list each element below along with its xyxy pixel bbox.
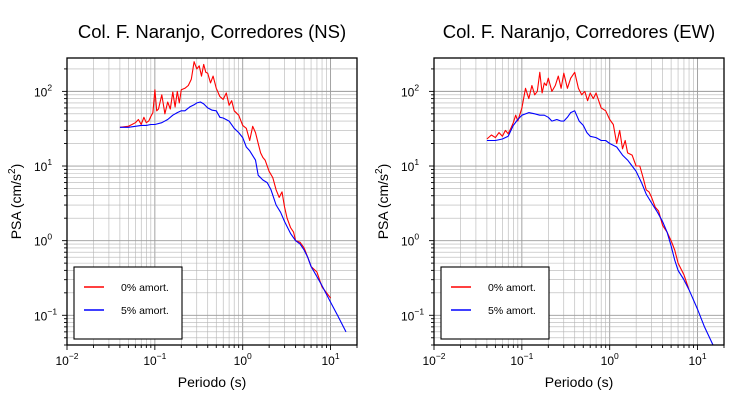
legend: 0% amort. 5% amort. xyxy=(440,266,550,340)
x-axis-label: Periodo (s) xyxy=(178,374,246,390)
grid xyxy=(66,58,358,346)
chart-ew: 10−2 10−1 100 101 10−1 100 101 102 Col. F. Naran… xyxy=(374,21,725,390)
y-tick-label: 102 xyxy=(401,82,419,99)
legend-box xyxy=(73,266,183,340)
chart-title: Col. F. Naranjo, Corredores (EW) xyxy=(443,21,715,42)
y-tick-label: 101 xyxy=(34,157,52,174)
x-axis-label: Periodo (s) xyxy=(545,374,613,390)
x-tick-label: 100 xyxy=(601,351,619,368)
legend-box xyxy=(440,266,550,340)
y-tick-label: 100 xyxy=(401,232,419,249)
legend-label: 5% amort. xyxy=(121,305,169,317)
series-line-blue xyxy=(119,101,347,333)
x-tick-label: 101 xyxy=(322,351,340,368)
series-line-red xyxy=(486,71,690,290)
y-tick-label: 100 xyxy=(34,232,52,249)
x-tick-label: 10−2 xyxy=(55,351,78,368)
y-tick-label: 10−1 xyxy=(34,306,57,323)
x-tick-label: 10−1 xyxy=(510,351,533,368)
y-tick-label: 102 xyxy=(34,82,52,99)
series-line-red xyxy=(119,61,332,299)
plot-frame xyxy=(433,57,725,346)
x-tick-label: 101 xyxy=(689,351,707,368)
series-line-blue xyxy=(486,110,714,346)
y-axis-label: PSA (cm/s2) xyxy=(374,164,391,240)
y-tick-label: 10−1 xyxy=(401,306,424,323)
x-tick-label: 10−1 xyxy=(143,351,166,368)
y-tick-label: 101 xyxy=(401,157,419,174)
chart-ns: 10−2 10−1 100 101 10−1 100 101 102 Col. F. Naran… xyxy=(7,21,358,390)
plot-frame xyxy=(66,57,358,346)
y-axis-label: PSA (cm/s2) xyxy=(7,164,24,240)
x-tick-label: 100 xyxy=(234,351,252,368)
legend-label: 0% amort. xyxy=(488,282,536,294)
x-tick-label: 10−2 xyxy=(422,351,445,368)
chart-title: Col. F. Naranjo, Corredores (NS) xyxy=(78,21,346,42)
legend: 0% amort. 5% amort. xyxy=(73,266,183,340)
legend-label: 5% amort. xyxy=(488,305,536,317)
legend-label: 0% amort. xyxy=(121,282,169,294)
